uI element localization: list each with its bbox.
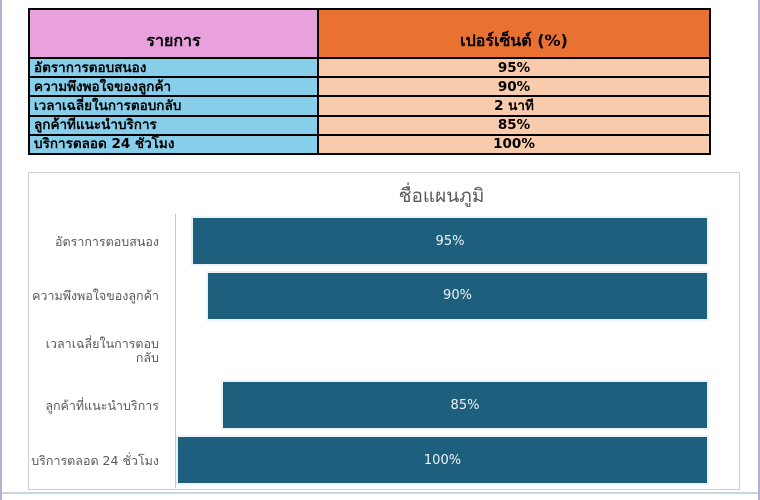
- bar: 100%: [176, 435, 709, 486]
- category-label: เวลาเฉลี่ยในการตอบกลับ: [45, 336, 159, 365]
- table-row: ลูกค้าที่แนะนำบริการ 85%: [28, 114, 711, 136]
- chart-title: ชื่อแผนภูมิ: [398, 185, 485, 207]
- bar-data-label: 90%: [443, 288, 472, 304]
- bar-data-label: 95%: [435, 233, 465, 249]
- table-header-percent: เปอร์เซ็นต์ (%): [317, 8, 711, 59]
- bar: 95%: [191, 216, 709, 266]
- table-header-item: รายการ: [28, 8, 319, 59]
- category-label: บริการตลอด 24 ชั่วโมง: [31, 452, 159, 468]
- table-cell-item: อัตราการตอบสนอง: [28, 56, 319, 79]
- plot-area: 95% 90% 85% 100%: [175, 214, 709, 488]
- table-cell-value: 100%: [317, 133, 711, 155]
- table-cell-value: 2 นาที: [317, 95, 711, 117]
- bar: 85%: [221, 380, 709, 431]
- table-cell-value: 90%: [317, 76, 711, 98]
- table-cell-item: บริการตลอด 24 ชั่วโมง: [28, 133, 319, 155]
- table-cell-item: ลูกค้าที่แนะนำบริการ: [28, 114, 319, 136]
- bar-data-label: 85%: [450, 397, 480, 413]
- category-label: ลูกค้าที่แนะนำบริการ: [45, 397, 159, 413]
- bar-chart: ชื่อแผนภูมิ อัตราการตอบสนองความพึงพอใจขอ…: [28, 172, 740, 490]
- bar-data-label: 100%: [423, 452, 462, 468]
- table-row: บริการตลอด 24 ชั่วโมง 100%: [28, 133, 711, 155]
- data-table: รายการ เปอร์เซ็นต์ (%) อัตราการตอบสนอง 95…: [28, 8, 711, 155]
- category-label: อัตราการตอบสนอง: [54, 233, 159, 249]
- table-row: อัตราการตอบสนอง 95%: [28, 56, 711, 79]
- table-row: ความพึงพอใจของลูกค้า 90%: [28, 76, 711, 98]
- bottom-divider-line: [2, 492, 758, 494]
- table-cell-value: 95%: [317, 56, 711, 79]
- table-cell-item: ความพึงพอใจของลูกค้า: [28, 76, 319, 98]
- category-label: ความพึงพอใจของลูกค้า: [32, 288, 159, 304]
- category-axis-labels: อัตราการตอบสนองความพึงพอใจของลูกค้าเวลาเ…: [29, 214, 167, 488]
- bar: 90%: [206, 270, 709, 321]
- table-header-row: รายการ เปอร์เซ็นต์ (%): [28, 8, 711, 59]
- table-cell-value: 85%: [317, 114, 711, 136]
- table-row: เวลาเฉลี่ยในการตอบกลับ 2 นาที: [28, 95, 711, 117]
- table-cell-item: เวลาเฉลี่ยในการตอบกลับ: [28, 95, 319, 117]
